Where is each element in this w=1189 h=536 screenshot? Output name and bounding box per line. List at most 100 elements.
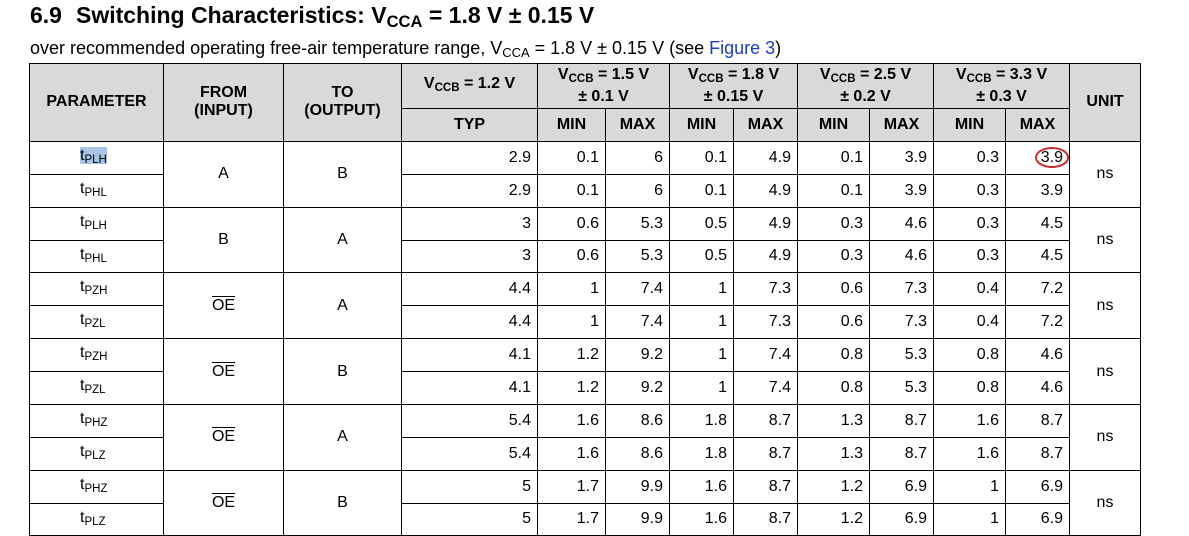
parameter-cell: tPZL	[29, 305, 164, 340]
value-cell: 0.4	[933, 272, 1006, 307]
value-cell: 1.6	[669, 469, 734, 504]
value-cell: 3	[401, 206, 538, 241]
to-cell: A	[283, 206, 402, 274]
value-cell: 7.3	[733, 272, 798, 307]
parameter-subscript: PHL	[84, 252, 107, 265]
header-label: V	[955, 66, 967, 83]
header-label: UNIT	[1086, 93, 1124, 111]
value-cell: 8.7	[1005, 436, 1070, 471]
parameter-symbol: tPLZ	[80, 509, 106, 528]
value-cell: 1.8	[669, 403, 734, 438]
header-row: PARAMETER FROM (INPUT) TO (OUTPUT) VCCB = 1.2…	[29, 63, 1141, 142]
header-label: CCB	[434, 81, 460, 94]
value-cell: 1	[933, 469, 1006, 504]
parameter-letter: t	[80, 278, 85, 296]
value-cell: 0.4	[933, 305, 1006, 340]
value-cell: 6.9	[869, 502, 934, 536]
value-cell: 1.6	[669, 502, 734, 536]
header-label: MAX	[883, 115, 920, 133]
header-label: = 2.5 V	[855, 66, 912, 83]
value-cell: 0.8	[797, 338, 870, 372]
parameter-subscript: PZH	[84, 351, 108, 363]
subheader-row: TYP MIN MAX MIN MAX MIN MAX MIN MAX	[30, 107, 1141, 142]
value-cell: 8.7	[1005, 403, 1070, 438]
header-label: MIN	[686, 115, 717, 133]
figure-3-link[interactable]: Figure 3	[709, 38, 776, 58]
header-label: MIN	[954, 115, 985, 133]
to-header: TO (OUTPUT)	[283, 63, 402, 142]
parameter-cell: tPLZ	[29, 502, 164, 536]
value-cell: 0.3	[933, 140, 1006, 175]
parameter-symbol: tPZH	[80, 344, 108, 363]
parameter-symbol: tPZL	[80, 377, 106, 396]
value-cell: 6.9	[1005, 502, 1070, 536]
value-cell: 0.3	[797, 239, 870, 274]
note-text-mid: = 1.8 V ± 0.15 V (see	[529, 38, 710, 58]
to-cell: A	[283, 272, 402, 340]
value-cell: 5.3	[605, 206, 670, 241]
value-cell: 0.1	[797, 140, 870, 175]
table-row: tPZL 4.4 1 7.4 1 7.3 0.6 7.3 0.4 7.2	[29, 305, 1141, 340]
value-cell: 5	[401, 502, 538, 536]
table-row: tPZH OE B 4.1 1.2 9.2 1 7.4 0.8 5.3 0.8 4.6 ns	[29, 338, 1141, 405]
header-label: PARAMETER	[46, 93, 147, 111]
from-cell: A	[163, 140, 284, 208]
min-header: MIN	[669, 107, 734, 142]
value-cell: 0.5	[669, 239, 734, 274]
parameter-letter: t	[80, 212, 85, 230]
value-cell: 0.3	[933, 173, 1006, 208]
from-cell: OE	[163, 403, 284, 471]
value-cell: 1.6	[933, 436, 1006, 471]
value-cell: 8.7	[733, 502, 798, 536]
value-cell: 4.1	[401, 338, 538, 372]
value-cell: 7.3	[869, 305, 934, 340]
annotated-value: 3.9	[1034, 146, 1069, 168]
parameter-letter: t	[80, 344, 85, 362]
parameter-symbol: tPHZ	[80, 410, 108, 429]
value-cell: 1.3	[797, 403, 870, 438]
title-subscript: CCA	[386, 12, 423, 32]
value-cell: 1	[669, 305, 734, 340]
value-cell: 0.1	[669, 140, 734, 175]
parameter-cell: tPZH	[29, 272, 164, 307]
value-cell: 1	[933, 502, 1006, 536]
value-cell: 0.3	[933, 206, 1006, 241]
value-cell: 0.6	[537, 206, 606, 241]
value-cell: 0.6	[797, 305, 870, 340]
value-cell: 7.3	[733, 305, 798, 340]
value-cell: 0.3	[933, 239, 1006, 274]
header-label: CCB	[966, 72, 992, 85]
to-cell: B	[283, 140, 402, 208]
value-cell: 4.4	[401, 305, 538, 340]
header-label: MAX	[1019, 115, 1056, 133]
value-cell: 4.5	[1005, 239, 1070, 274]
parameter-subscript: PLZ	[84, 515, 106, 528]
from-value: OE	[211, 494, 236, 511]
header-label: V	[557, 66, 569, 83]
value-cell: 0.1	[669, 173, 734, 208]
value-cell: 9.9	[605, 469, 670, 504]
value-cell: 1	[669, 371, 734, 405]
value-cell: 7.3	[869, 272, 934, 307]
value-cell: 1.6	[537, 436, 606, 471]
max-header: MAX	[1005, 107, 1070, 142]
title-rest: = 1.8 V ± 0.15 V	[422, 2, 595, 28]
parameter-symbol: tPHZ	[80, 476, 108, 495]
value-cell: 1	[669, 272, 734, 307]
value-cell: 5.4	[401, 403, 538, 438]
value-cell: 0.6	[797, 272, 870, 307]
to-cell: B	[283, 338, 402, 405]
header-label: ± 0.2 V	[840, 87, 891, 105]
value-cell: 4.9	[733, 239, 798, 274]
value-cell: 1.7	[537, 469, 606, 504]
parameter-cell: tPHZ	[29, 403, 164, 438]
value-cell: 1.2	[797, 502, 870, 536]
unit-header: UNIT	[1069, 63, 1141, 142]
header-label: V	[687, 66, 699, 83]
parameter-subscript: PLH	[84, 153, 107, 166]
header-label: ± 0.3 V	[976, 87, 1027, 105]
table-row: tPLH A B 2.9 0.1 6 0.1 4.9 0.1 3.9 0.3 3.9 ns	[29, 140, 1141, 208]
note-text-end: )	[775, 38, 782, 58]
value-cell: 2.9	[401, 140, 538, 175]
from-cell: B	[163, 206, 284, 274]
